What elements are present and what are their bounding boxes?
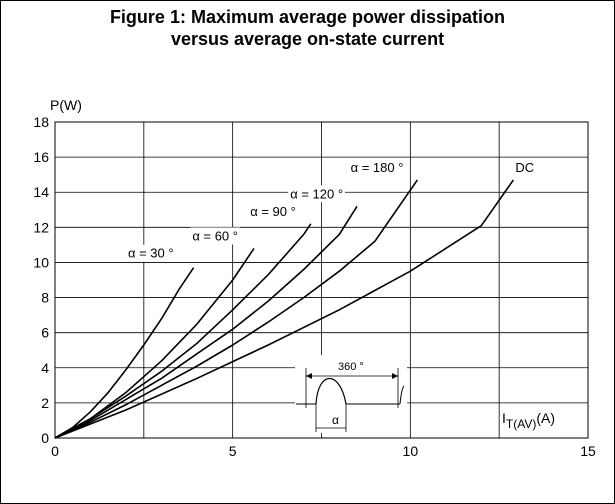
- y-tick-label: 16: [33, 149, 49, 165]
- x-tick-label: 0: [51, 443, 59, 459]
- y-tick-label: 2: [41, 395, 49, 411]
- y-axis-label: P(W): [50, 97, 82, 113]
- y-tick-label: 18: [33, 114, 49, 130]
- x-axis-label-subscript: T(AV): [506, 417, 536, 431]
- conduction-angle-inset: 360 ° α: [295, 355, 407, 433]
- series-line: [54, 267, 195, 439]
- series-layer: [54, 179, 515, 439]
- series-line: [54, 205, 358, 439]
- series-label-background: [248, 202, 298, 220]
- series-label-background: [513, 158, 537, 176]
- figure-title: Figure 1: Maximum average power dissipat…: [0, 6, 615, 50]
- x-axis-label: IT(AV)(A): [502, 410, 555, 431]
- y-tick-label: 12: [33, 219, 49, 235]
- series-label: DC: [515, 160, 534, 175]
- y-tick-label: 14: [33, 184, 49, 200]
- series-line: [54, 179, 515, 439]
- series-label-background: [348, 158, 406, 176]
- series-label-background: [288, 185, 346, 203]
- x-axis-label-main: I: [502, 410, 506, 426]
- x-tick-label: 15: [580, 443, 596, 459]
- tick-labels: 0 2 4 6 8 10 12 14 16 18 0 5 10 15: [33, 114, 596, 459]
- inset-next-pulse: [399, 385, 405, 405]
- series-label: α = 60 °: [192, 228, 238, 243]
- series-label: α = 90 °: [250, 204, 296, 219]
- series-line: [54, 223, 312, 439]
- y-tick-label: 4: [41, 360, 49, 376]
- series-label: α = 180 °: [351, 160, 404, 175]
- inset-pulse: [315, 377, 347, 405]
- figure-title-line1: Figure 1: Maximum average power dissipat…: [109, 7, 506, 27]
- x-axis-label-unit: (A): [536, 410, 555, 426]
- series-label-background: [125, 244, 176, 262]
- series-line: [54, 247, 255, 439]
- series-label: α = 30 °: [128, 246, 174, 261]
- y-tick-label: 0: [41, 430, 49, 446]
- inset-background: [295, 355, 407, 433]
- x-tick-label: 10: [403, 443, 419, 459]
- inset-angle-label: α: [332, 413, 339, 427]
- inset-period-label: 360 °: [338, 361, 364, 373]
- series-line: [54, 179, 419, 439]
- x-tick-label: 5: [229, 443, 237, 459]
- y-tick-label: 10: [33, 254, 49, 270]
- grid-layer: [54, 121, 589, 439]
- figure-title-line2: versus average on-state current: [170, 29, 445, 49]
- y-tick-label: 8: [41, 290, 49, 306]
- series-label: α = 120 °: [290, 186, 343, 201]
- series-labels: α = 30 ° α = 60 ° α = 90 ° α = 120 ° α = 180…: [125, 158, 537, 262]
- series-label-background: [190, 227, 240, 245]
- y-tick-label: 6: [41, 325, 49, 341]
